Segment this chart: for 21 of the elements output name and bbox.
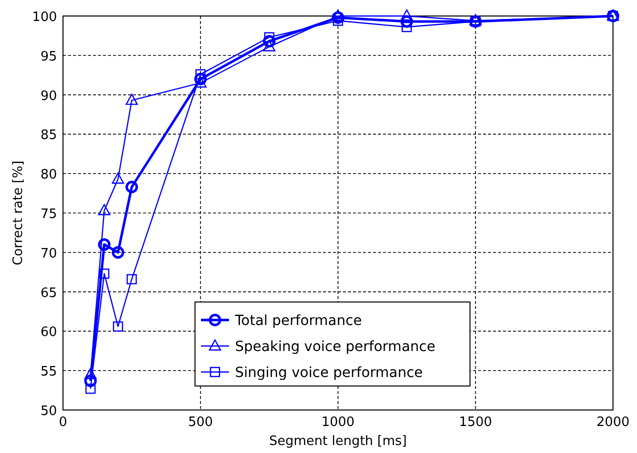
legend-label: Total performance (234, 313, 362, 329)
y-tick-label: 100 (32, 10, 57, 25)
x-tick-label: 1500 (458, 415, 492, 430)
x-tick-label: 0 (58, 415, 68, 430)
y-tick-label: 80 (40, 168, 57, 183)
x-tick-label: 2000 (596, 415, 630, 430)
y-tick-label: 90 (40, 88, 57, 104)
y-tick-label: 60 (40, 325, 57, 340)
y-tick-label: 55 (40, 364, 57, 380)
x-tick-label: 1000 (321, 415, 355, 430)
y-tick-label: 85 (40, 128, 57, 144)
y-axis-title: Correct rate [%] (11, 160, 26, 266)
x-tick-label: 500 (188, 415, 213, 430)
y-tick-label: 50 (40, 404, 57, 419)
y-tick-label: 95 (40, 49, 57, 64)
y-tick-label: 65 (40, 286, 57, 301)
legend-label: Speaking voice performance (235, 339, 436, 355)
x-axis-title: Segment length [ms] (269, 434, 407, 449)
y-tick-label: 70 (40, 246, 57, 262)
y-tick-label: 75 (40, 207, 57, 222)
legend-label: Singing voice performance (235, 365, 423, 381)
